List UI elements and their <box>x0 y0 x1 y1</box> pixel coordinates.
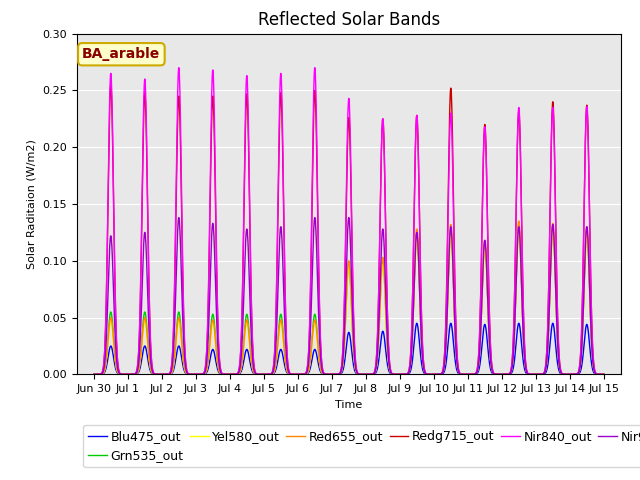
Nir840_out <box>321 371 328 377</box>
Grn535_out <box>320 372 328 377</box>
Text: BA_arable: BA_arable <box>82 47 161 61</box>
Redg715_out <box>321 371 328 377</box>
Red655_out <box>153 372 161 377</box>
Line: Nir945_out: Nir945_out <box>94 217 604 374</box>
Blu475_out <box>320 372 328 377</box>
Yel580_out <box>153 372 161 377</box>
Yel580_out <box>258 372 266 377</box>
Grn535_out <box>470 372 477 377</box>
X-axis label: Time: Time <box>335 400 362 409</box>
Redg715_out <box>103 256 111 262</box>
Y-axis label: Solar Raditaion (W/m2): Solar Raditaion (W/m2) <box>27 139 36 269</box>
Grn535_out <box>258 372 266 377</box>
Nir840_out <box>103 251 111 257</box>
Red655_out <box>253 372 261 377</box>
Legend: Blu475_out, Grn535_out, Yel580_out, Red655_out, Redg715_out, Nir840_out, Nir945_: Blu475_out, Grn535_out, Yel580_out, Red6… <box>83 425 640 467</box>
Yel580_out <box>515 227 523 233</box>
Line: Yel580_out: Yel580_out <box>94 230 604 374</box>
Blu475_out <box>253 372 261 377</box>
Nir840_out <box>175 65 182 71</box>
Red655_out <box>470 372 477 377</box>
Red655_out <box>600 372 607 377</box>
Line: Nir840_out: Nir840_out <box>94 68 604 374</box>
Nir840_out <box>90 372 98 377</box>
Redg715_out <box>258 372 266 377</box>
Line: Red655_out: Red655_out <box>94 221 604 374</box>
Red655_out <box>320 372 328 377</box>
Red655_out <box>90 372 98 377</box>
Redg715_out <box>600 372 607 377</box>
Yel580_out <box>90 372 98 377</box>
Red655_out <box>515 218 523 224</box>
Blu475_out <box>90 372 98 377</box>
Nir945_out <box>258 372 266 377</box>
Red655_out <box>258 372 266 377</box>
Blu475_out <box>103 360 111 366</box>
Redg715_out <box>90 372 98 377</box>
Yel580_out <box>470 372 477 377</box>
Line: Grn535_out: Grn535_out <box>94 225 604 374</box>
Blu475_out <box>258 372 266 377</box>
Red655_out <box>103 349 111 355</box>
Redg715_out <box>470 372 477 377</box>
Blu475_out <box>470 372 477 377</box>
Nir840_out <box>470 372 477 377</box>
Yel580_out <box>600 372 607 377</box>
Redg715_out <box>153 372 161 377</box>
Nir945_out <box>103 316 111 322</box>
Nir945_out <box>470 372 477 377</box>
Blu475_out <box>413 321 420 326</box>
Nir945_out <box>175 215 182 220</box>
Nir840_out <box>253 372 261 377</box>
Grn535_out <box>153 372 161 377</box>
Yel580_out <box>253 372 261 377</box>
Nir945_out <box>600 372 607 377</box>
Nir840_out <box>600 372 607 377</box>
Blu475_out <box>600 372 607 377</box>
Nir945_out <box>90 372 98 377</box>
Nir840_out <box>258 372 266 377</box>
Blu475_out <box>153 372 161 377</box>
Redg715_out <box>253 372 261 377</box>
Nir945_out <box>253 372 261 377</box>
Line: Redg715_out: Redg715_out <box>94 84 604 374</box>
Grn535_out <box>103 347 111 352</box>
Grn535_out <box>600 372 607 377</box>
Redg715_out <box>107 82 115 87</box>
Line: Blu475_out: Blu475_out <box>94 324 604 374</box>
Nir945_out <box>321 371 328 377</box>
Title: Reflected Solar Bands: Reflected Solar Bands <box>258 11 440 29</box>
Nir945_out <box>153 372 161 377</box>
Grn535_out <box>515 222 523 228</box>
Grn535_out <box>253 372 261 377</box>
Grn535_out <box>90 372 98 377</box>
Nir840_out <box>153 372 161 377</box>
Yel580_out <box>103 350 111 356</box>
Yel580_out <box>320 372 328 377</box>
